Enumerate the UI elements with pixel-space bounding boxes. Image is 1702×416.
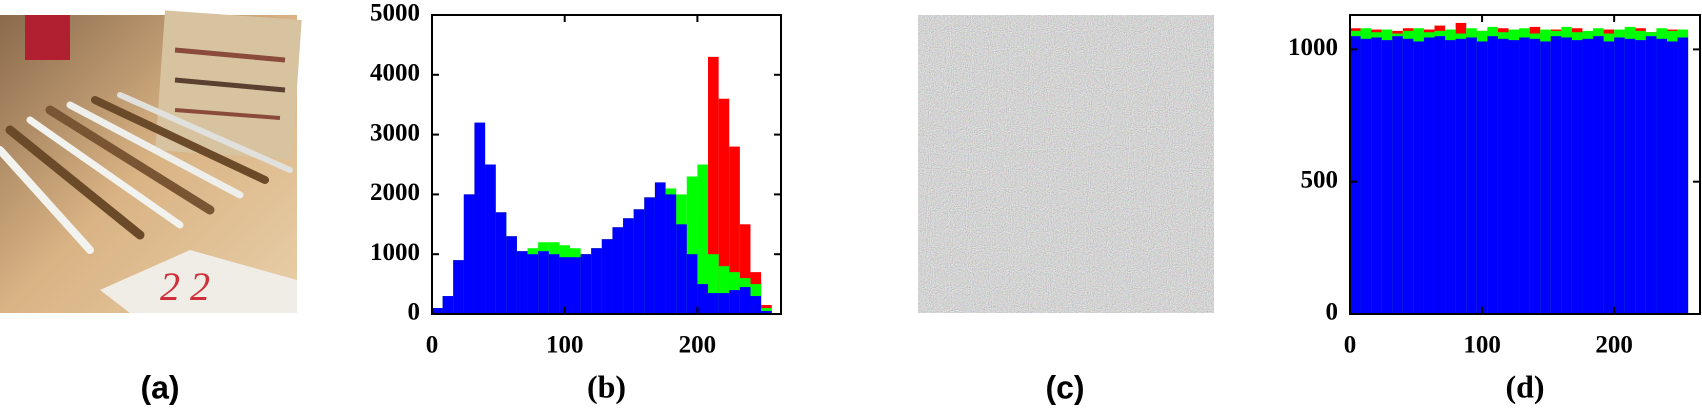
bar — [1529, 38, 1541, 315]
bar — [697, 284, 709, 314]
bar — [1476, 41, 1488, 315]
y-tick-label: 0 — [1326, 299, 1339, 326]
bar — [453, 260, 464, 314]
bar — [474, 122, 486, 314]
bar — [750, 296, 762, 314]
bar — [1645, 36, 1657, 314]
y-tick-label: 1000 — [1288, 34, 1338, 61]
bar — [485, 164, 496, 314]
bar — [1614, 37, 1625, 314]
bar — [739, 287, 751, 314]
x-tick-label: 0 — [426, 332, 439, 359]
bar — [516, 251, 528, 314]
bar — [1455, 38, 1467, 315]
y-tick-label: 0 — [408, 299, 421, 326]
bar — [1593, 36, 1604, 314]
caption: (c) — [1045, 369, 1084, 405]
bar — [442, 296, 454, 314]
bar — [1445, 40, 1456, 314]
bar — [1497, 38, 1509, 315]
caption: (a) — [140, 369, 179, 405]
bar — [729, 290, 740, 314]
bar — [718, 266, 730, 314]
bar — [1487, 36, 1498, 314]
y-tick-label: 3000 — [370, 119, 420, 146]
bar — [1434, 36, 1446, 314]
bar — [548, 254, 560, 314]
bar — [1666, 41, 1678, 315]
bar — [665, 194, 677, 314]
bar — [1371, 37, 1382, 314]
bar — [644, 197, 655, 314]
bar — [495, 212, 507, 314]
bar — [697, 164, 709, 314]
bar — [1519, 37, 1530, 314]
bar — [463, 194, 475, 314]
bar — [1350, 36, 1361, 314]
bar — [580, 254, 592, 314]
bar — [1508, 40, 1520, 314]
bar — [538, 251, 549, 314]
bar — [1561, 37, 1572, 314]
bar — [601, 239, 613, 314]
bar — [708, 254, 719, 314]
bar — [1381, 40, 1393, 314]
bar — [1360, 38, 1372, 315]
bar — [432, 308, 443, 314]
bar — [1423, 37, 1435, 314]
x-tick-label: 200 — [679, 332, 717, 359]
bar — [1582, 38, 1594, 315]
x-tick-label: 100 — [546, 332, 584, 359]
bar — [676, 224, 687, 314]
svg-text:2 2: 2 2 — [160, 264, 210, 309]
bar — [591, 248, 602, 314]
caption: (b) — [587, 368, 626, 404]
bar — [506, 236, 517, 314]
bar — [739, 224, 751, 314]
caption: (d) — [1505, 368, 1544, 404]
bar — [1550, 36, 1562, 314]
bar — [612, 227, 624, 314]
bar — [1635, 40, 1646, 314]
bar — [708, 56, 719, 315]
axes-frame — [431, 14, 782, 315]
bar — [686, 176, 698, 314]
bar — [718, 98, 730, 314]
bar — [686, 254, 698, 314]
bar — [729, 146, 740, 314]
bar — [761, 311, 772, 314]
x-tick-label: 200 — [1595, 332, 1633, 359]
bar — [1603, 41, 1615, 315]
bar — [1656, 38, 1667, 315]
bar — [1413, 41, 1424, 315]
x-tick-label: 0 — [1344, 332, 1357, 359]
x-tick-label: 100 — [1463, 332, 1501, 359]
bar — [570, 257, 581, 314]
bar — [718, 293, 730, 314]
bar — [559, 257, 571, 314]
y-tick-label: 4000 — [370, 60, 420, 87]
bar — [1571, 40, 1583, 314]
bar — [623, 218, 634, 314]
bar — [708, 293, 719, 314]
bar — [1466, 37, 1477, 314]
y-tick-label: 5000 — [370, 0, 420, 27]
bar — [633, 209, 645, 314]
bar — [527, 254, 539, 314]
axes-frame — [1349, 14, 1701, 315]
y-tick-label: 2000 — [370, 179, 420, 206]
bar — [1540, 41, 1551, 315]
bar — [1402, 38, 1414, 315]
photo: 2 2 — [0, 10, 302, 313]
scrambled-image — [918, 15, 1214, 313]
bar — [1624, 38, 1636, 315]
y-tick-label: 500 — [1301, 166, 1339, 193]
y-tick-label: 1000 — [370, 239, 420, 266]
bar — [1677, 37, 1689, 314]
bar — [654, 182, 666, 314]
bar — [1392, 36, 1403, 314]
